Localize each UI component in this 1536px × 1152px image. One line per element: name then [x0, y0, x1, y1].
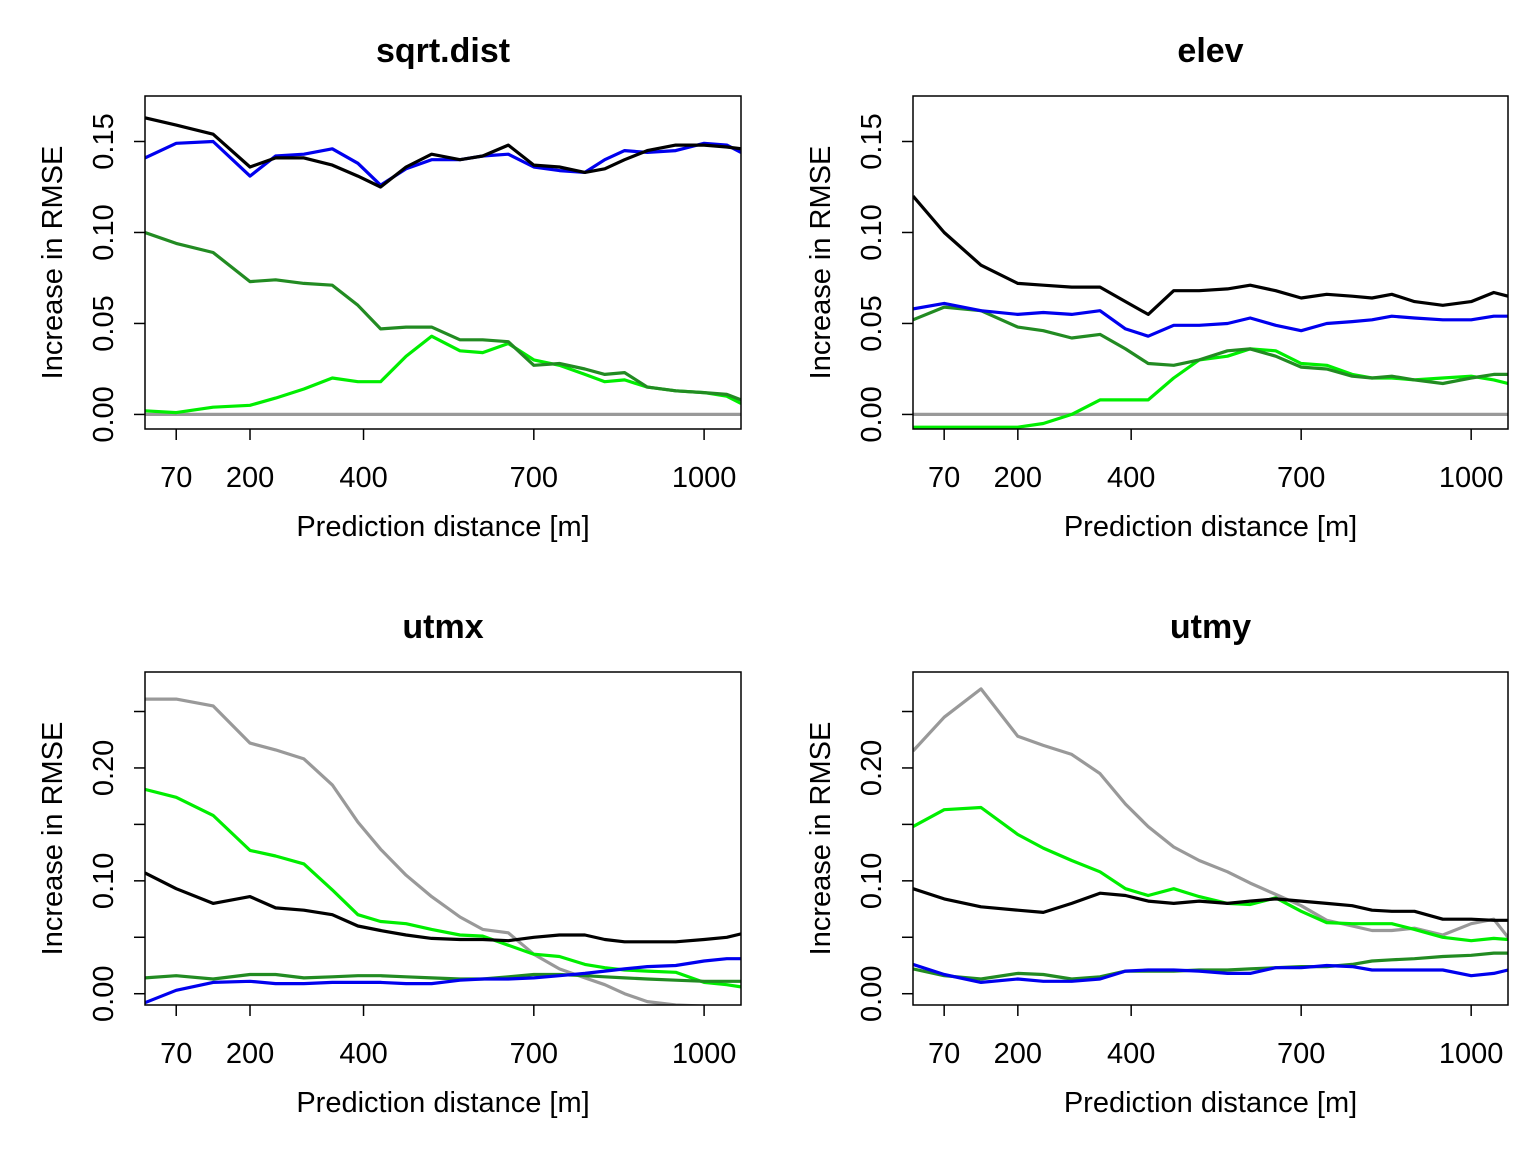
panel-sqrt-dist: sqrt.dist 70 200 400 700 1000 0.00 0.05 0.10 0.15…	[37, 32, 742, 543]
panel-sqrt-dist-xtick-label-2: 400	[339, 462, 387, 494]
panel-utmx-series-4	[145, 697, 741, 1005]
panel-elev: elev 70 200 400 700 1000 0.00 0.05 0.10 0.15 Predi…	[805, 32, 1509, 543]
panel-elev-xtick-label-3: 700	[1277, 462, 1325, 494]
panel-utmy: utmy 70 200 400 700 1000 0.00 0.10 0.20 Predictio…	[805, 608, 1509, 1119]
panel-utmy-series-group	[913, 687, 1508, 985]
panel-utmx-xtick-label-4: 1000	[672, 1038, 737, 1070]
panel-elev-xtick-label-2: 400	[1107, 462, 1155, 494]
panel-sqrt-dist-ylabel: Increase in RMSE	[37, 146, 69, 380]
panel-utmy-series-0	[913, 887, 1508, 922]
panel-sqrt-dist-ytick-label-0: 0.00	[88, 386, 120, 442]
panel-utmy-xlabel: Prediction distance [m]	[1064, 1087, 1357, 1119]
panel-elev-ytick-label-3: 0.15	[856, 113, 888, 169]
panel-elev-ytick-label-2: 0.10	[856, 204, 888, 260]
panel-utmx-series-0	[145, 871, 741, 944]
panel-utmx-frame	[144, 671, 742, 1006]
panel-utmx: utmx 70 200 400 700 1000 0.00 0.10 0.20 Predictio…	[37, 608, 742, 1119]
panel-utmy-series-2	[913, 951, 1508, 981]
panel-utmy-xtick-label-3: 700	[1277, 1038, 1325, 1070]
panel-utmx-title: utmx	[402, 608, 483, 646]
panel-sqrt-dist-series-0	[145, 116, 741, 189]
panel-utmy-ytick-label-2: 0.10	[856, 853, 888, 909]
panel-elev-xtick-label-4: 1000	[1439, 462, 1504, 494]
panel-elev-title: elev	[1177, 32, 1243, 70]
panel-sqrt-dist-xtick-label-4: 1000	[672, 462, 737, 494]
panel-elev-frame	[912, 95, 1509, 430]
panel-utmx-xtick-label-2: 400	[339, 1038, 387, 1070]
panel-utmx-xtick-label-3: 700	[510, 1038, 558, 1070]
panel-elev-series-2	[913, 305, 1508, 386]
panel-elev-series-group	[913, 195, 1508, 429]
panel-utmx-xtick-label-0: 70	[160, 1038, 192, 1070]
panel-elev-xlabel: Prediction distance [m]	[1064, 511, 1357, 543]
panel-utmy-xtick-label-2: 400	[1107, 1038, 1155, 1070]
panel-utmy-xtick-label-0: 70	[928, 1038, 960, 1070]
panel-utmx-series-1	[145, 957, 741, 1005]
panel-sqrt-dist-ytick-label-1: 0.05	[88, 295, 120, 351]
panel-utmy-xtick-label-4: 1000	[1439, 1038, 1504, 1070]
panel-elev-ytick-label-1: 0.05	[856, 295, 888, 351]
panel-utmx-ytick-label-2: 0.10	[88, 853, 120, 909]
panel-utmy-ylabel: Increase in RMSE	[805, 722, 837, 956]
panel-sqrt-dist-xtick-label-0: 70	[160, 462, 192, 494]
panel-sqrt-dist-series-2	[145, 230, 741, 402]
panel-utmy-series-3	[913, 805, 1508, 943]
panel-sqrt-dist-frame	[144, 95, 742, 430]
panel-utmx-ytick-label-4: 0.20	[88, 740, 120, 796]
panel-elev-xtick-label-1: 200	[994, 462, 1042, 494]
panel-sqrt-dist-title: sqrt.dist	[376, 32, 510, 70]
panel-sqrt-dist-xlabel: Prediction distance [m]	[296, 511, 589, 543]
panel-utmx-series-3	[145, 787, 741, 989]
panel-elev-ylabel: Increase in RMSE	[805, 146, 837, 380]
panel-utmx-xlabel: Prediction distance [m]	[296, 1087, 589, 1119]
panel-utmx-ylabel: Increase in RMSE	[37, 722, 69, 956]
panel-sqrt-dist-xtick-label-3: 700	[510, 462, 558, 494]
panel-utmy-ytick-label-4: 0.20	[856, 740, 888, 796]
panel-utmx-xtick-label-1: 200	[226, 1038, 274, 1070]
panel-sqrt-dist-ytick-label-2: 0.10	[88, 204, 120, 260]
panel-utmy-ytick-label-0: 0.00	[856, 965, 888, 1021]
panel-elev-xtick-label-0: 70	[928, 462, 960, 494]
panel-utmx-ytick-label-0: 0.00	[88, 965, 120, 1021]
panel-sqrt-dist-series-group	[145, 116, 741, 416]
panel-utmy-xtick-label-1: 200	[994, 1038, 1042, 1070]
panel-elev-series-1	[913, 301, 1508, 338]
panel-utmy-series-1	[913, 962, 1508, 985]
panel-elev-series-0	[913, 195, 1508, 316]
panel-sqrt-dist-series-3	[145, 334, 741, 415]
panel-sqrt-dist-xtick-label-1: 200	[226, 462, 274, 494]
panel-sqrt-dist-series-1	[145, 139, 741, 187]
panel-elev-ytick-label-0: 0.00	[856, 386, 888, 442]
panel-utmx-series-group	[145, 697, 741, 1005]
panel-utmy-frame	[912, 671, 1509, 1006]
panel-utmy-title: utmy	[1170, 608, 1251, 646]
panel-sqrt-dist-ytick-label-3: 0.15	[88, 113, 120, 169]
